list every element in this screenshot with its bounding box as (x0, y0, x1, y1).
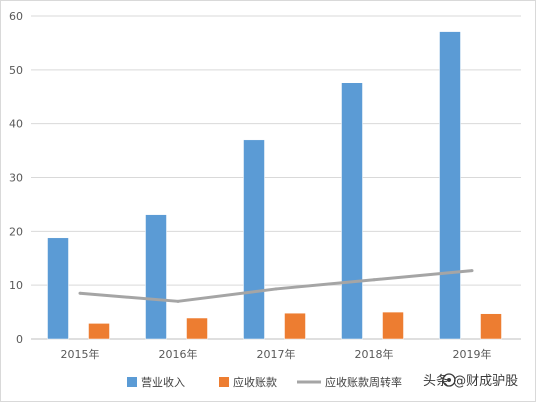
watermark-icon (442, 373, 456, 387)
legend-label: 应收账款 (233, 375, 277, 389)
watermark-icon-dot (447, 378, 451, 382)
y-tick-label: 60 (9, 10, 23, 23)
bar-receivables (88, 323, 110, 340)
watermark: 头条 @财成驴股 (423, 373, 518, 389)
y-tick-label: 30 (9, 172, 23, 185)
y-tick-label: 0 (16, 333, 23, 346)
bars (47, 31, 502, 340)
bar-receivables (186, 317, 208, 340)
x-tick-label: 2018年 (355, 347, 394, 361)
bar-revenue (145, 214, 167, 340)
x-axis-ticks: 2015年 2016年 2017年 2018年 2019年 (61, 347, 492, 361)
line-point (274, 287, 278, 291)
line-turnover-rate (79, 269, 473, 303)
x-tick-label: 2019年 (453, 347, 492, 361)
y-tick-label: 50 (9, 64, 23, 77)
legend-swatch (127, 377, 137, 387)
x-tick-label: 2015年 (61, 347, 100, 361)
legend-label: 营业收入 (141, 375, 185, 389)
bar-receivables (480, 313, 502, 340)
bar-revenue (243, 139, 265, 340)
bar-revenue (341, 82, 363, 340)
y-axis-ticks: 0 10 20 30 40 50 60 (9, 10, 23, 346)
line-point (78, 291, 82, 295)
watermark-text: 头条 @财成驴股 (423, 373, 518, 389)
legend-swatch (219, 377, 229, 387)
bar-receivables (382, 311, 404, 340)
line-series (78, 269, 474, 303)
y-tick-label: 20 (9, 225, 23, 238)
x-tick-label: 2017年 (257, 347, 296, 361)
line-point (470, 269, 474, 273)
y-tick-label: 40 (9, 118, 23, 131)
bar-revenue (439, 31, 461, 340)
bar-receivables (284, 312, 306, 340)
x-tick-label: 2016年 (159, 347, 198, 361)
legend-label: 应收账款周转率 (325, 375, 402, 389)
line-point (372, 278, 376, 282)
legend: 营业收入 应收账款 应收账款周转率 (127, 375, 402, 389)
bar-revenue (47, 237, 69, 340)
gridlines (31, 15, 521, 340)
line-point (176, 299, 180, 303)
y-tick-label: 10 (9, 279, 23, 292)
